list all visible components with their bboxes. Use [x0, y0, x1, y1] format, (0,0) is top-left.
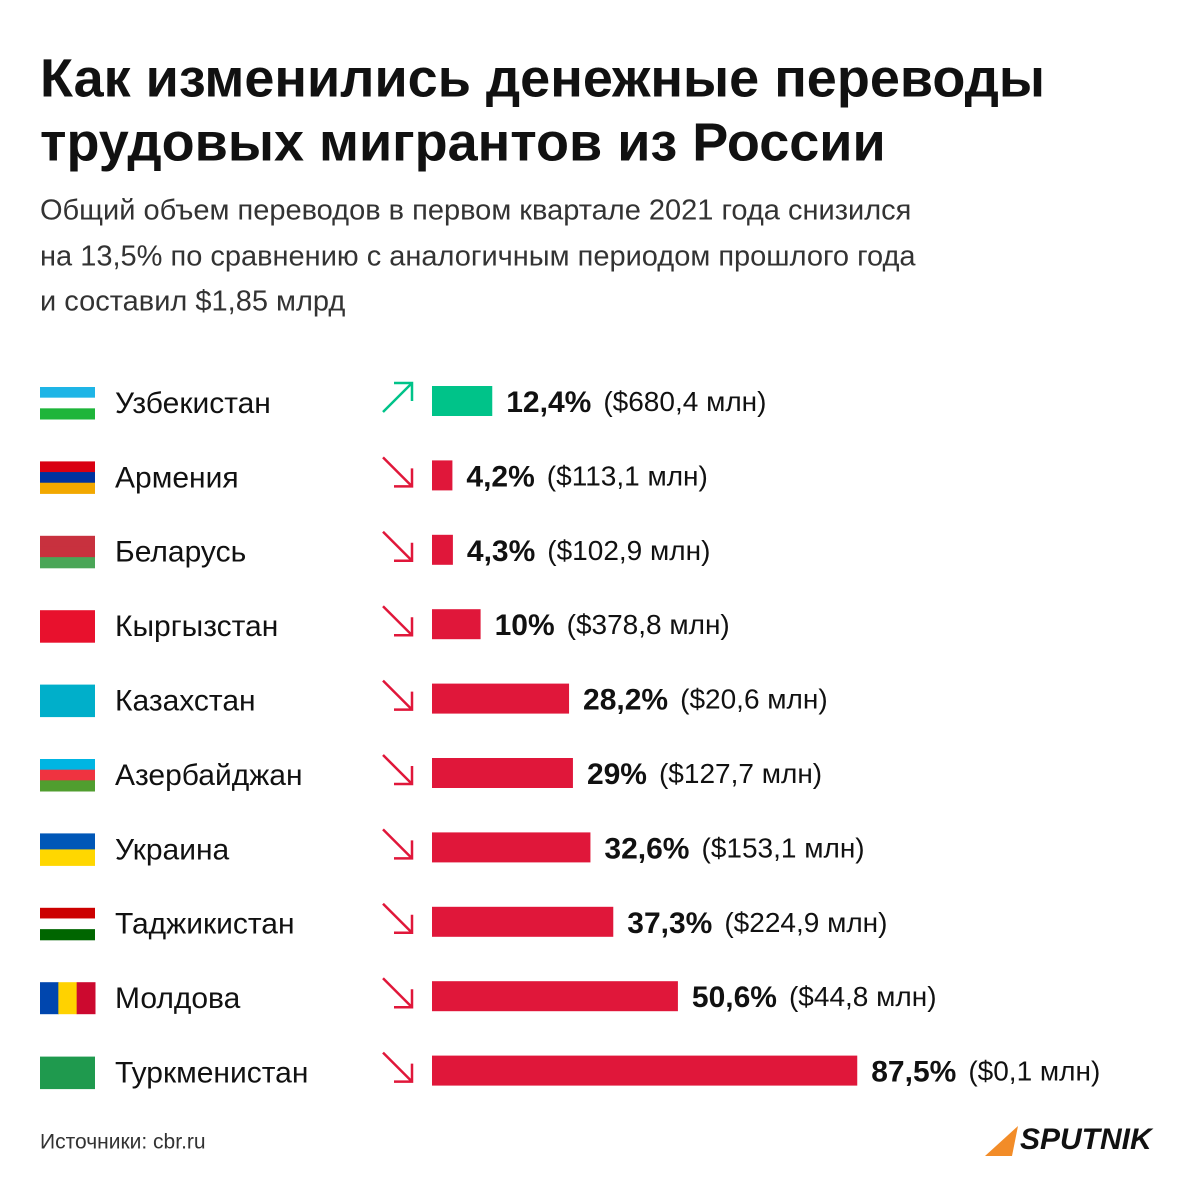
bar	[432, 386, 493, 416]
percent-label: 87,5%	[871, 1056, 956, 1089]
percent-label: 32,6%	[604, 832, 689, 865]
direction-arrow	[382, 828, 414, 860]
percent-label: 4,3%	[467, 535, 535, 568]
country-label: Кыргызстан	[115, 610, 278, 643]
amount-label: ($0,1 млн)	[968, 1056, 1100, 1087]
flag-stripe	[40, 907, 95, 919]
amount-label: ($378,8 млн)	[567, 610, 730, 641]
country-label: Казахстан	[115, 685, 256, 718]
direction-arrow	[382, 530, 414, 563]
direction-arrow	[382, 754, 414, 786]
percent-label: 12,4%	[506, 386, 591, 419]
subtitle-line: Общий объем переводов в первом квартале …	[40, 195, 911, 227]
flag-stripe	[40, 387, 95, 399]
country-label: Азербайджан	[115, 759, 303, 792]
source: Источники: cbr.ru	[40, 1131, 206, 1154]
flag-stripe	[40, 833, 95, 850]
flag-stripe	[40, 461, 95, 473]
direction-arrow	[382, 456, 414, 488]
flag-stripe	[40, 759, 95, 771]
percent-label: 28,2%	[583, 684, 668, 717]
value-label: 37,3% ($224,9 млн)	[627, 907, 887, 940]
bar	[432, 1055, 858, 1086]
flag-stripe	[58, 982, 78, 1015]
value-label: 10% ($378,8 млн)	[495, 609, 730, 642]
flag-stripe	[40, 918, 95, 930]
title-line: трудовых мигрантов из России	[40, 112, 886, 172]
country-label: Армения	[115, 461, 239, 494]
flag-stripe	[76, 982, 96, 1015]
flag-stripe	[40, 610, 95, 643]
country-label: Таджикистан	[115, 908, 295, 941]
amount-label: ($102,9 млн)	[547, 535, 710, 566]
country-label: Узбекистан	[115, 387, 271, 420]
country-label: Туркменистан	[115, 1057, 308, 1090]
percent-label: 37,3%	[627, 907, 712, 940]
bar	[432, 906, 614, 937]
bar	[432, 683, 570, 714]
country-label: Молдова	[115, 982, 241, 1015]
subtitle-line: на 13,5% по сравнению с аналогичным пери…	[40, 241, 916, 273]
flag-stripe	[40, 1056, 95, 1090]
bar	[432, 609, 481, 640]
value-label: 4,3% ($102,9 млн)	[467, 535, 711, 568]
direction-arrow	[382, 902, 414, 935]
amount-label: ($127,7 млн)	[659, 758, 822, 789]
bar	[432, 460, 453, 491]
amount-label: ($113,1 млн)	[547, 461, 708, 492]
direction-arrow	[382, 381, 414, 413]
title-line: Как изменились денежные переводы	[40, 48, 1045, 108]
value-label: 29% ($127,7 млн)	[587, 758, 822, 791]
logo-mark	[985, 1126, 1018, 1156]
flag-stripe	[40, 929, 95, 941]
flag-stripe	[40, 780, 95, 792]
flag-stripe	[40, 472, 95, 484]
direction-arrow	[382, 679, 414, 711]
flag-stripe	[40, 982, 59, 1015]
value-label: 32,6% ($153,1 млн)	[604, 832, 864, 865]
amount-label: ($153,1 млн)	[702, 833, 865, 864]
direction-arrow	[382, 605, 414, 637]
logo: SPUTNIK	[1020, 1123, 1154, 1156]
amount-label: ($680,4 млн)	[603, 386, 766, 417]
amount-label: ($20,6 млн)	[680, 684, 828, 715]
flag-stripe	[40, 684, 95, 718]
flag-stripe	[40, 769, 95, 781]
value-label: 12,4% ($680,4 млн)	[506, 386, 766, 419]
value-label: 87,5% ($0,1 млн)	[871, 1056, 1100, 1089]
bar	[432, 758, 573, 788]
flag-stripe	[40, 535, 95, 547]
value-label: 4,2% ($113,1 млн)	[466, 460, 707, 493]
country-label: Беларусь	[115, 536, 246, 569]
bar	[432, 534, 453, 565]
flag-stripe	[40, 408, 95, 420]
flag-stripe	[40, 557, 95, 569]
flag-stripe	[40, 849, 95, 866]
value-label: 50,6% ($44,8 млн)	[692, 981, 937, 1014]
subtitle-line: и составил $1,85 млрд	[40, 286, 345, 318]
percent-label: 50,6%	[692, 981, 777, 1014]
bar	[432, 981, 678, 1012]
country-label: Украина	[115, 833, 230, 866]
direction-arrow	[382, 977, 414, 1009]
amount-label: ($224,9 млн)	[724, 907, 887, 938]
percent-label: 10%	[495, 609, 555, 642]
flag-stripe	[40, 397, 95, 409]
flags	[40, 387, 96, 1090]
value-label: 28,2% ($20,6 млн)	[583, 684, 828, 717]
bar	[432, 832, 591, 863]
flag-stripe	[40, 546, 95, 558]
percent-label: 29%	[587, 758, 647, 791]
direction-arrow	[382, 1051, 414, 1083]
amount-label: ($44,8 млн)	[789, 982, 937, 1013]
flag-stripe	[40, 482, 95, 494]
percent-label: 4,2%	[466, 460, 534, 493]
